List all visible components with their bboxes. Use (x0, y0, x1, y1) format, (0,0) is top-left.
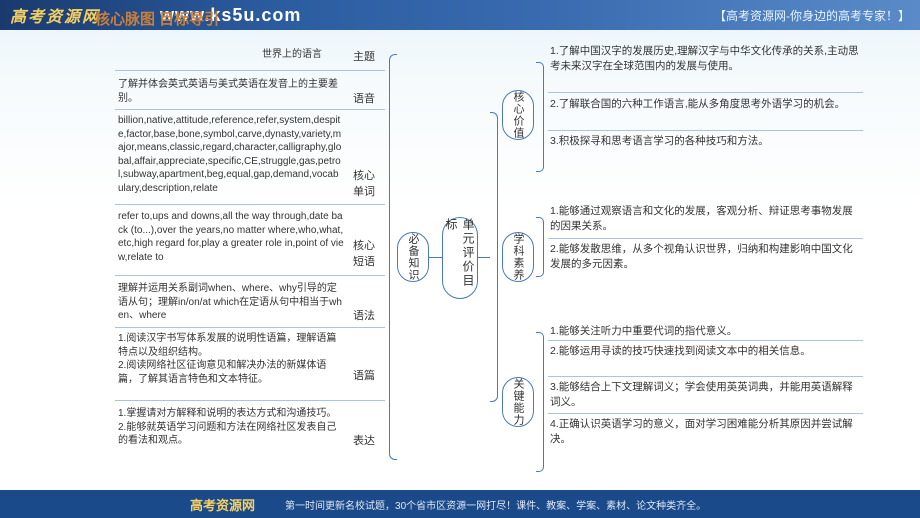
cat-desc-3: refer to,ups and downs,all the way throu… (118, 210, 344, 264)
r-brk-2 (536, 332, 544, 472)
footer-text: 第一时间更新名校试题，30个省市区资源一网打尽！课件、教案、学案、素材、论文种类… (285, 497, 706, 512)
header-logo: 高考资源网 (10, 3, 100, 27)
center-label: 单元评价目标 (443, 218, 477, 298)
sep (548, 130, 863, 131)
r2-item-2: 3.能够结合上下文理解词义；学会使用英英词典，并能用英语解释词义。 (550, 380, 860, 409)
cat-desc-4: 理解并运用关系副词when、where、why引导的定语从句；理解in/on/a… (118, 282, 344, 323)
sep (115, 327, 385, 328)
cat-label-0: 主题 (353, 48, 375, 64)
r2-item-1: 2.能够运用寻读的技巧快速找到阅读文本中的相关信息。 (550, 344, 860, 359)
sep (115, 275, 385, 276)
footer-bar: 高考资源网 第一时间更新名校试题，30个省市区资源一网打尽！课件、教案、学案、素… (0, 490, 920, 518)
r-brk-0 (536, 62, 544, 172)
left-l1-node: 必备知识 (397, 232, 429, 282)
header-subtitle: 【高考资源网-你身边的高考专家！】 (714, 7, 910, 24)
center-node: 单元评价目标 (442, 217, 478, 299)
r-brk-1 (536, 217, 544, 277)
right-label-2: 关键能力 (510, 378, 526, 426)
cat-desc-0: 世界上的语言 (262, 48, 348, 62)
cat-label-3: 核心短语 (353, 237, 379, 269)
mindmap-container: 单元评价目标 必备知识 主题 语音 核心单词 核心短语 语法 语篇 表达 世界上… (40, 42, 880, 483)
sep (548, 92, 863, 93)
cat-desc-5: 1.阅读汉字书写体系发展的说明性语篇，理解语篇特点以及组织结构。 2.阅读网络社… (118, 332, 344, 386)
cat-label-6: 表达 (353, 432, 375, 448)
r2-item-0: 1.能够关注听力中重要代词的指代意义。 (550, 324, 860, 339)
r2-item-3: 4.正确认识英语学习的意义，面对学习困难能分析其原因并尝试解决。 (550, 417, 860, 446)
footer-logo: 高考资源网 (190, 495, 255, 514)
right-label-1: 学科素养 (510, 233, 526, 281)
cat-label-1: 语音 (353, 90, 375, 106)
right-node-0: 核心价值 (502, 90, 534, 140)
connector (429, 257, 442, 258)
sep (548, 413, 863, 414)
connector (478, 257, 490, 258)
sep (548, 376, 863, 377)
cat-desc-6: 1.掌握请对方解释和说明的表达方式和沟通技巧。 2.能够就英语学习问题和方法在网… (118, 407, 344, 448)
r1-item-1: 2.能够发散思维，从多个视角认识世界，归纳和构建影响中国文化发展的多元因素。 (550, 242, 860, 271)
r0-item-2: 3.积极探寻和思考语言学习的各种技巧和方法。 (550, 134, 860, 149)
r0-item-1: 2.了解联合国的六种工作语言,能从多角度思考外语学习的机会。 (550, 97, 860, 112)
r0-item-0: 1.了解中国汉字的发展历史,理解汉字与中华文化传承的关系,主动思考未来汉字在全球… (550, 44, 860, 73)
left-l1-label: 必备知识 (405, 233, 421, 281)
right-bracket-main (490, 112, 498, 402)
sep (115, 70, 385, 71)
sep (548, 238, 863, 239)
cat-desc-1: 了解并体会英式英语与美式英语在发音上的主要差别。 (118, 78, 344, 105)
cat-label-2: 核心单词 (353, 167, 379, 199)
sep (115, 400, 385, 401)
right-label-0: 核心价值 (510, 91, 526, 139)
sep (115, 109, 385, 110)
sep (115, 204, 385, 205)
r1-item-0: 1.能够通过观察语言和文化的发展，客观分析、辩证思考事物发展的因果关系。 (550, 204, 860, 233)
sep (548, 340, 863, 341)
right-node-2: 关键能力 (502, 377, 534, 427)
cat-label-5: 语篇 (353, 367, 375, 383)
cat-desc-2: billion,native,attitude,reference,refer,… (118, 114, 344, 195)
cat-label-4: 语法 (353, 307, 375, 323)
right-node-1: 学科素养 (502, 232, 534, 282)
title-overlay: 核心脉图 目标导引 (95, 8, 219, 29)
left-bracket (389, 54, 397, 460)
